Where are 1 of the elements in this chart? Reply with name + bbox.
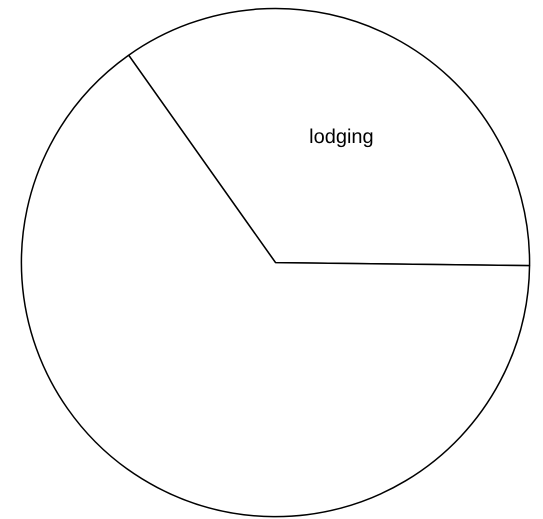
slice-label: lodging xyxy=(309,126,374,148)
